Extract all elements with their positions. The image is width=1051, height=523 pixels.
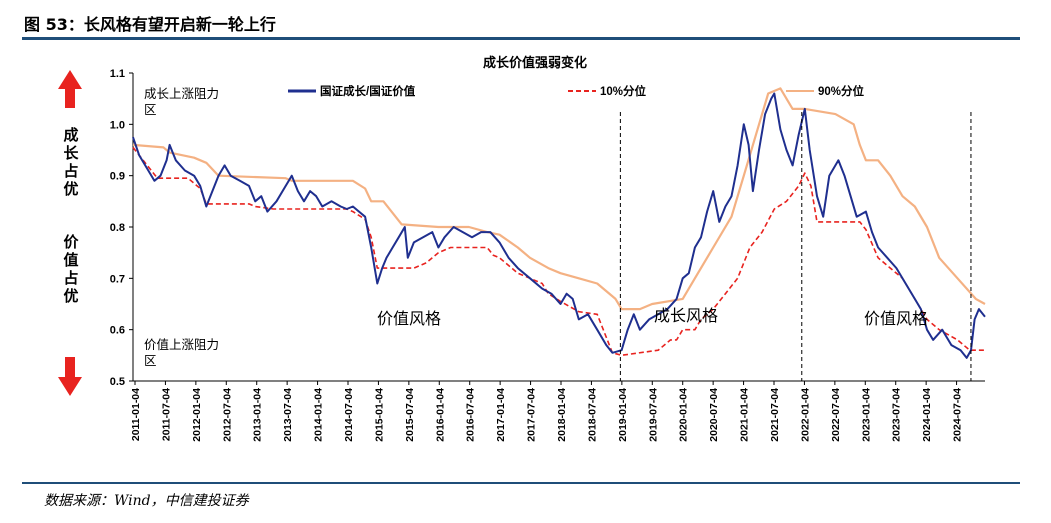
side-label-value-char-2: 值	[63, 251, 78, 269]
series-lines	[132, 87, 986, 359]
x-tick-label: 2018-01-04	[556, 388, 568, 442]
x-tick-label: 2011-07-04	[160, 388, 172, 441]
x-tick-label: 2023-01-04	[860, 388, 872, 442]
side-label-growth-char-1: 成	[63, 126, 78, 144]
series-line-growth-value	[132, 92, 986, 359]
side-label-growth-char-2: 长	[63, 144, 79, 162]
x-tick-label: 2018-07-04	[586, 388, 598, 442]
down-arrow-icon	[58, 357, 82, 396]
y-axis-ticks: 0.5 0.6 0.7 0.8 0.9 1.0 1.1	[110, 68, 133, 388]
x-tick-label: 2019-01-04	[617, 388, 629, 442]
x-tick-label: 2016-07-04	[465, 388, 477, 442]
series-line-p90	[132, 87, 986, 311]
x-tick-label: 2012-01-04	[191, 388, 203, 442]
zone-label-value-resistance-line-1: 价值上涨阻力	[144, 337, 219, 352]
x-tick-label: 2019-07-04	[647, 388, 659, 442]
up-arrow-icon	[58, 70, 82, 108]
x-tick-label: 2014-01-04	[313, 388, 325, 442]
zone-label-growth-resistance-line-1: 成长上涨阻力	[144, 86, 219, 101]
source-note: 数据来源：Wind，中信建投证券	[44, 493, 249, 509]
side-label-value: 价 值 占 优	[63, 233, 79, 305]
x-tick-label: 2017-07-04	[526, 388, 538, 442]
zone-label-growth-resistance: 成长上涨阻力 区	[144, 86, 219, 117]
y-tick-label: 0.9	[110, 171, 125, 183]
x-tick-label: 2024-07-04	[952, 388, 964, 442]
x-tick-label: 2014-07-04	[343, 388, 355, 442]
annotation-growth-style: 成长风格	[654, 306, 718, 325]
x-tick-label: 2013-07-04	[282, 388, 294, 442]
y-tick-label: 0.7	[110, 273, 125, 285]
legend-label-growth-value: 国证成长/国证价值	[320, 84, 416, 98]
legend: 国证成长/国证价值 10%分位 90%分位	[288, 84, 865, 98]
figure-title: 图 53：长风格有望开启新一轮上行	[24, 15, 276, 34]
x-tick-label: 2011-01-04	[130, 388, 142, 441]
legend-label-p90: 90%分位	[818, 84, 865, 98]
side-label-value-char-1: 价	[63, 233, 79, 251]
chart-title: 成长价值强弱变化	[483, 55, 587, 71]
side-label-growth: 成 长 占 优	[63, 126, 79, 198]
annotation-value-style-2: 价值风格	[864, 309, 928, 328]
y-tick-label: 0.6	[110, 325, 125, 337]
x-tick-label: 2022-01-04	[799, 388, 811, 442]
top-rule	[22, 37, 1020, 40]
x-tick-label: 2015-07-04	[404, 388, 416, 442]
x-tick-label: 2023-07-04	[891, 388, 903, 442]
y-tick-label: 0.5	[110, 376, 125, 388]
regime-dividers	[619, 112, 972, 381]
zone-label-value-resistance: 价值上涨阻力 区	[144, 337, 219, 368]
y-tick-label: 0.8	[110, 222, 125, 234]
x-tick-label: 2015-01-04	[373, 388, 385, 442]
x-tick-label: 2020-07-04	[708, 388, 720, 442]
side-label-value-char-3: 占	[63, 269, 78, 287]
side-label-growth-char-4: 优	[63, 180, 78, 198]
zone-label-value-resistance-line-2: 区	[144, 353, 157, 368]
x-tick-label: 2021-01-04	[739, 388, 751, 442]
x-tick-label: 2017-01-04	[495, 388, 507, 442]
x-tick-label: 2021-07-04	[769, 388, 781, 442]
side-label-growth-char-3: 占	[63, 162, 78, 180]
x-tick-label: 2024-01-04	[921, 388, 933, 442]
zone-label-growth-resistance-line-2: 区	[144, 102, 157, 117]
series-line-p10	[132, 146, 985, 357]
bottom-rule	[22, 482, 1020, 484]
x-tick-label: 2022-07-04	[830, 388, 842, 442]
side-label-value-char-4: 优	[63, 287, 78, 305]
x-axis-ticks: 2011-01-04 2011-07-04 2012-01-04 2012-07-04…	[130, 381, 964, 442]
y-tick-label: 1.1	[110, 68, 125, 80]
legend-label-p10: 10%分位	[600, 84, 647, 98]
y-tick-label: 1.0	[110, 119, 125, 131]
x-tick-label: 2013-01-04	[252, 388, 264, 442]
x-tick-label: 2020-01-04	[678, 388, 690, 442]
x-tick-label: 2012-07-04	[221, 388, 233, 442]
x-tick-label: 2016-01-04	[434, 388, 446, 442]
annotation-value-style-1: 价值风格	[377, 309, 441, 328]
